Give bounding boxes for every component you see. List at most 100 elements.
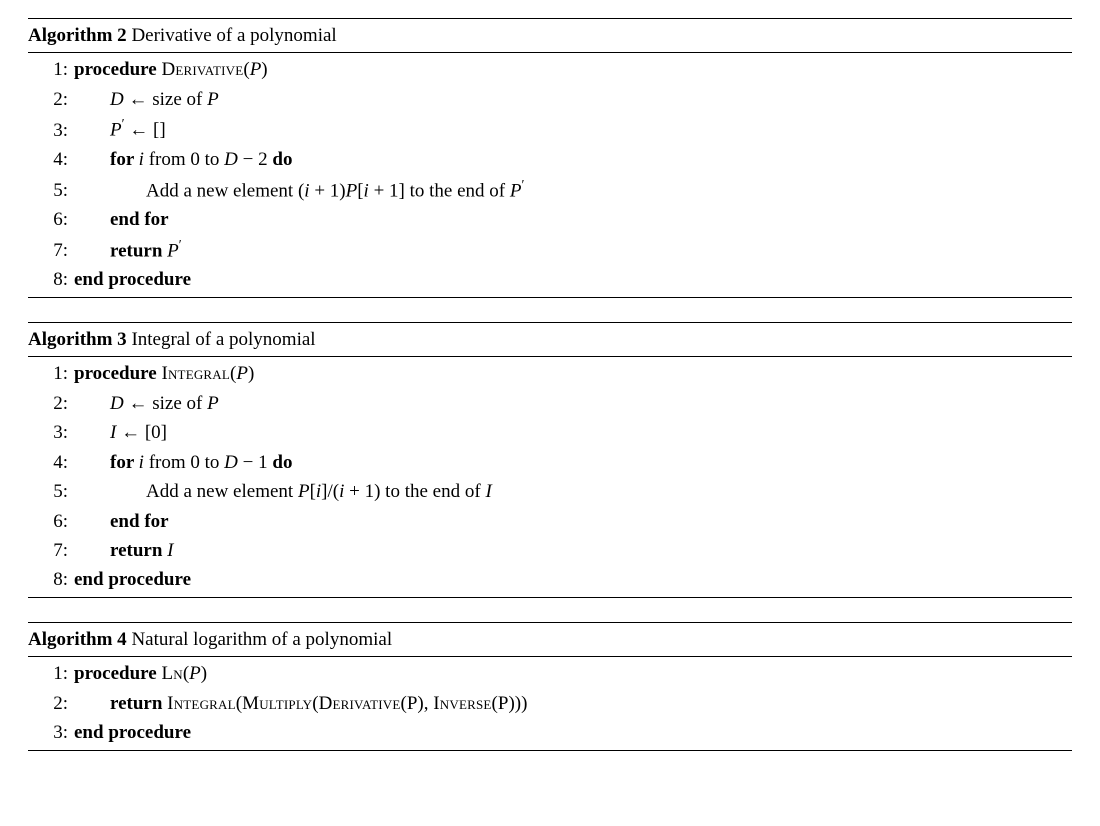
text: − 2 (238, 149, 272, 170)
algo-lines: 1: procedure Integral(P) 2: D ← size of … (28, 357, 1072, 597)
algo-line: 3: I ← [0] (28, 418, 1072, 447)
math-italic: P (167, 240, 179, 261)
line-body: procedure Integral(P) (74, 359, 1072, 388)
line-number: 6: (28, 507, 74, 536)
line-number: 2: (28, 689, 74, 718)
keyword: end for (110, 209, 169, 230)
line-number: 2: (28, 85, 74, 114)
rule-bottom (28, 597, 1072, 598)
algo-line: 1: procedure Derivative(P) (28, 55, 1072, 84)
line-number: 5: (28, 477, 74, 506)
line-body: Add a new element (i + 1)P[i + 1] to the… (74, 175, 1072, 206)
algo-line: 2: D ← size of P (28, 85, 1072, 114)
math-italic: D (110, 393, 124, 414)
smallcaps: Integral (167, 693, 236, 714)
algo-line: 3: P′ ← [] (28, 114, 1072, 145)
keyword: do (272, 149, 292, 170)
smallcaps: Derivative (319, 693, 401, 714)
line-number: 1: (28, 659, 74, 688)
algo-line: 1: procedure Integral(P) (28, 359, 1072, 388)
text: ← size of (124, 89, 207, 110)
algo-title: Algorithm 2 Derivative of a polynomial (28, 19, 1072, 52)
keyword: procedure (74, 663, 161, 684)
algo-title: Algorithm 3 Integral of a polynomial (28, 323, 1072, 356)
algo-line: 8: end procedure (28, 565, 1072, 594)
line-body: end procedure (74, 565, 1072, 594)
line-body: end for (74, 507, 1072, 536)
algo-line: 7: return I (28, 536, 1072, 565)
keyword: for (110, 149, 139, 170)
rule-bottom (28, 297, 1072, 298)
line-number: 1: (28, 359, 74, 388)
line-number: 8: (28, 565, 74, 594)
line-number: 8: (28, 265, 74, 294)
paren-close: ) (248, 363, 254, 384)
math-italic: D (110, 89, 124, 110)
algo-line: 1: procedure Ln(P) (28, 659, 1072, 688)
algo-lines: 1: procedure Derivative(P) 2: D ← size o… (28, 53, 1072, 296)
text: from 0 to (144, 149, 224, 170)
proc-name: Derivative (161, 59, 243, 80)
math-italic: P (207, 393, 219, 414)
text: (P), (401, 693, 434, 714)
algo-caption-text: Integral of a polynomial (131, 329, 315, 350)
algo-line: 5: Add a new element P[i]/(i + 1) to the… (28, 477, 1072, 506)
algo-caption-text: Natural logarithm of a polynomial (131, 629, 392, 650)
algo-line: 5: Add a new element (i + 1)P[i + 1] to … (28, 175, 1072, 206)
text: Add a new element ( (146, 180, 304, 201)
keyword: do (272, 452, 292, 473)
keyword: end procedure (74, 569, 191, 590)
algo-caption-text: Derivative of a polynomial (131, 25, 336, 46)
algo-line: 7: return P′ (28, 235, 1072, 266)
line-number: 7: (28, 236, 74, 265)
line-body: for i from 0 to D − 1 do (74, 448, 1072, 477)
line-body: procedure Derivative(P) (74, 55, 1072, 84)
algo-lines: 1: procedure Ln(P) 2: return Integral(Mu… (28, 657, 1072, 749)
text: ]/( (321, 481, 339, 502)
keyword: end procedure (74, 269, 191, 290)
algo-line: 6: end for (28, 205, 1072, 234)
math-italic: I (485, 481, 491, 502)
smallcaps: Inverse (433, 693, 491, 714)
text: ← [0] (116, 422, 167, 443)
line-body: I ← [0] (74, 418, 1072, 447)
text: ← size of (124, 393, 207, 414)
smallcaps: Multiply (242, 693, 312, 714)
algo-label: Algorithm 4 (28, 629, 127, 650)
algo-line: 4: for i from 0 to D − 1 do (28, 448, 1072, 477)
math-italic: D (224, 452, 238, 473)
line-number: 4: (28, 145, 74, 174)
text: + 1] to the end of (369, 180, 510, 201)
algorithm-block: Algorithm 2 Derivative of a polynomial 1… (28, 18, 1072, 298)
keyword: procedure (74, 59, 161, 80)
text: + 1) to the end of (344, 481, 485, 502)
line-number: 4: (28, 448, 74, 477)
text: ← [] (125, 120, 166, 141)
proc-arg: P (189, 663, 201, 684)
proc-arg: P (250, 59, 262, 80)
line-number: 3: (28, 116, 74, 145)
line-body: procedure Ln(P) (74, 659, 1072, 688)
keyword: end for (110, 511, 169, 532)
line-number: 3: (28, 418, 74, 447)
line-body: return P′ (74, 235, 1072, 266)
superscript: ′ (179, 237, 182, 252)
text: + 1) (310, 180, 346, 201)
text: (P))) (492, 693, 528, 714)
algo-line: 2: D ← size of P (28, 389, 1072, 418)
page-root: Algorithm 2 Derivative of a polynomial 1… (28, 18, 1072, 751)
superscript: ′ (521, 177, 524, 192)
line-body: for i from 0 to D − 2 do (74, 145, 1072, 174)
line-body: end procedure (74, 265, 1072, 294)
math-italic: P (298, 481, 310, 502)
keyword: end procedure (74, 722, 191, 743)
algo-line: 2: return Integral(Multiply(Derivative(P… (28, 689, 1072, 718)
line-body: D ← size of P (74, 85, 1072, 114)
paren-close: ) (201, 663, 207, 684)
math-italic: P (510, 180, 522, 201)
text: − 1 (238, 452, 272, 473)
math-italic: I (167, 540, 173, 561)
line-number: 1: (28, 55, 74, 84)
line-body: return I (74, 536, 1072, 565)
line-body: return Integral(Multiply(Derivative(P), … (74, 689, 1072, 718)
